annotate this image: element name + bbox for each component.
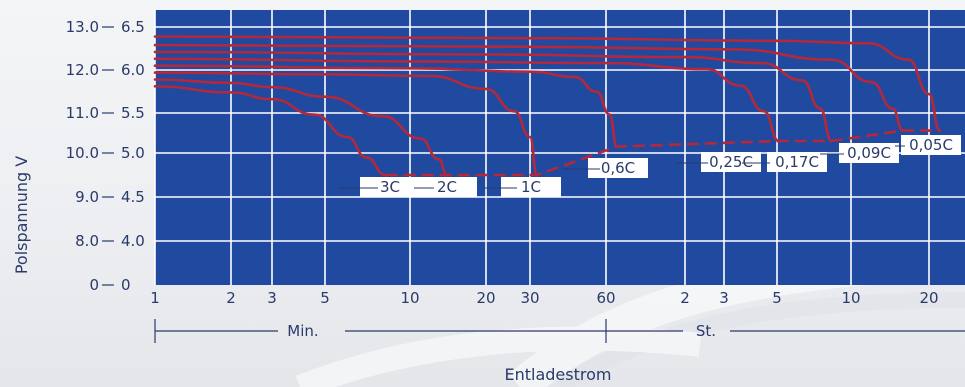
- x-tick-label: 2: [226, 289, 236, 307]
- curve-label: 0,09C: [847, 144, 891, 162]
- curve-label-bg: [767, 152, 827, 172]
- curve-0-05C: [153, 35, 941, 132]
- x-tick-label: 3: [267, 289, 277, 307]
- curve-label: 0,25C: [709, 153, 753, 171]
- y-axis: 0 8.0 9.0 10.0 11.0 12.0 13.0 0 4.0 4.5 5.0 5.5 6.0 6…: [66, 18, 145, 294]
- curve-label: 3C: [380, 178, 400, 196]
- end-voltage-line: [385, 129, 940, 177]
- curve-label: 0,17C: [775, 153, 819, 171]
- curve-2C: [153, 78, 449, 177]
- curve-0-6C: [153, 64, 619, 148]
- curve-label-bg: [501, 177, 561, 197]
- y-tick-label-6v: 5.5: [121, 104, 145, 122]
- y-tick-label-12v: 10.0: [66, 144, 99, 162]
- x-tick-label: 5: [320, 289, 330, 307]
- x-tick-label: 3: [719, 289, 729, 307]
- curve-0-25C: [153, 57, 781, 143]
- segment-min-label: Min.: [287, 322, 318, 340]
- curve-0-17C: [153, 50, 833, 143]
- curve-label: 0,6C: [601, 159, 635, 177]
- y-tick-label-6v: 6.5: [121, 18, 145, 36]
- x-tick-label: 20: [476, 289, 495, 307]
- y-tick-label-12v: 9.0: [75, 188, 99, 206]
- segment-st-label: St.: [696, 322, 716, 340]
- y-tick-label-6v: 5.0: [121, 144, 145, 162]
- y-tick-label-12v: 11.0: [66, 104, 99, 122]
- curve-label-bg: [701, 152, 761, 172]
- curve-label: 1C: [521, 178, 541, 196]
- x-tick-label: 1: [150, 289, 160, 307]
- curve-label-bg: [839, 143, 899, 163]
- x-tick-label: 60: [596, 289, 615, 307]
- x-axis: 1 2 3 5 10 20 30 60 2 3 5 10 20: [150, 289, 938, 307]
- curve-label-bg: [588, 158, 648, 178]
- x-segment-markers: Min. St.: [154, 319, 965, 343]
- y-tick-label-6v: 4.0: [121, 232, 145, 250]
- y-tick-label-6v: 6.0: [121, 61, 145, 79]
- x-tick-label: 30: [520, 289, 539, 307]
- x-tick-label: 20: [919, 289, 938, 307]
- curve-label: 2C: [437, 178, 457, 196]
- discharge-curves: [153, 35, 941, 177]
- curve-label-bg: [360, 177, 420, 197]
- y-tick-label-6v: 4.5: [121, 188, 145, 206]
- x-tick-label: 10: [841, 289, 860, 307]
- curve-labels: 3C 2C 1C 0,6C 0,25C 0,17C 0,09C 0,05C: [338, 135, 961, 197]
- y-tick-label-6v: 0: [121, 276, 131, 294]
- x-tick-label: 2: [680, 289, 690, 307]
- curve-label-bg: [417, 177, 477, 197]
- curve-label: 0,05C: [909, 136, 953, 154]
- x-tick-label: 10: [400, 289, 419, 307]
- curve-label-bg: [901, 135, 961, 155]
- y-tick-label-12v: 12.0: [66, 61, 99, 79]
- x-axis-title: Entladestrom: [505, 365, 612, 384]
- curve-0-09C: [153, 43, 904, 132]
- y-tick-label-12v: 8.0: [75, 232, 99, 250]
- y-axis-title: Polspannung V: [12, 156, 31, 274]
- x-tick-label: 5: [772, 289, 782, 307]
- y-tick-label-12v: 13.0: [66, 18, 99, 36]
- y-tick-label-12v: 0: [89, 276, 99, 294]
- curve-3C: [153, 85, 387, 177]
- curve-1C: [153, 71, 539, 177]
